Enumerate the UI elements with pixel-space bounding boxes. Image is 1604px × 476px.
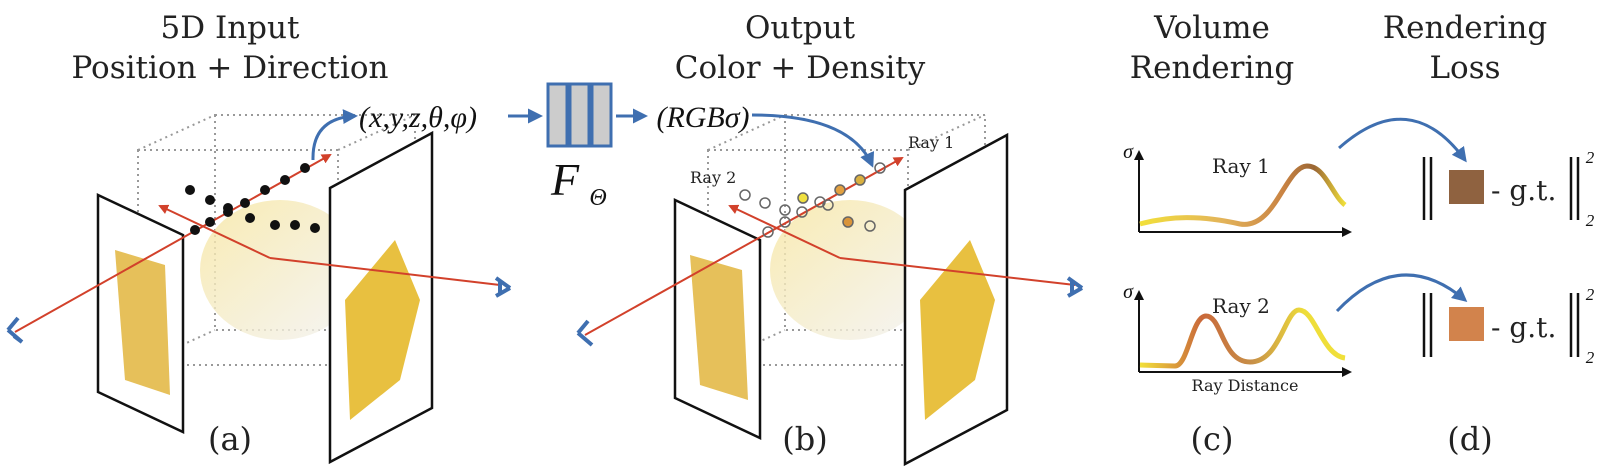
ray-2 [839,257,1076,286]
title-c-line2: Rendering [1130,50,1294,86]
rendered-color-swatch [1449,307,1484,341]
title-d-line2: Loss [1429,50,1500,86]
camera-eye-icon [6,316,24,344]
ray-2-label: Ray 2 [690,168,736,187]
output-to-sample-arrow [751,113,875,168]
rendered-color-swatch [1449,170,1484,204]
render-arrow-ray1 [1338,117,1467,163]
network-input: (x,y,z,θ,φ) [359,101,477,134]
title-c-line1: Volume [1153,10,1270,46]
panel-label-d: (d) [1447,420,1492,458]
y-axis-label: σ [1123,141,1134,163]
panel-a-scene [6,109,512,465]
title-a-line1: 5D Input [161,10,300,46]
loss-subscript: 2 [1586,211,1595,230]
x-axis-label: Ray Distance [1192,376,1299,395]
loss-superscript: 2 [1586,148,1595,167]
density-curve [1139,307,1346,369]
ray-2-arrow [728,204,841,259]
image-plane-left-content [115,250,170,395]
density-chart-ray1: σ Ray 1 [1123,141,1352,237]
panel-b-scene: Ray 1 Ray 2 [576,113,1084,467]
ray-2-arrow [158,204,271,259]
ray-1-label: Ray 1 [908,133,954,152]
chart-title: Ray 1 [1212,154,1270,178]
loss-term: - g.t. [1491,174,1556,207]
bulldozer-scene [200,200,360,340]
network-name: F [550,154,580,205]
loss-superscript: 2 [1586,285,1595,304]
render-arrow-ray2 [1335,273,1468,313]
panel-label-c: (c) [1191,420,1234,458]
loss-term: - g.t. [1491,311,1556,344]
title-b-line1: Output [745,10,856,46]
network-block [546,82,613,148]
ray-1 [14,154,332,333]
ray-2 [269,257,501,286]
panel-label-b: (b) [782,420,827,458]
image-plane-right-content [920,240,995,420]
title-d-line1: Rendering [1383,10,1547,46]
loss-subscript: 2 [1586,348,1595,367]
loss-ray2: - g.t. 2 2 [1422,285,1595,367]
camera-eye-icon [1066,276,1084,298]
bulldozer-scene [770,200,930,340]
chart-title: Ray 2 [1212,294,1270,318]
sample-to-input-arrow [311,109,358,161]
sample-points [185,163,320,235]
title-a-line2: Position + Direction [71,50,388,86]
panel-label-a: (a) [208,420,252,458]
ray-1 [584,157,904,336]
network-subscript: Θ [589,185,606,211]
sample-points [739,162,886,238]
density-curve [1139,163,1347,227]
camera-eye-icon [576,319,594,347]
image-plane-right-content [345,240,420,420]
title-b-line2: Color + Density [675,50,926,86]
loss-ray1: - g.t. 2 2 [1422,148,1595,230]
image-plane-left-content [690,255,748,400]
density-chart-ray2: σ Ray 2 Ray Distance [1123,281,1352,395]
y-axis-label: σ [1123,281,1134,303]
camera-eye-icon [494,276,512,298]
network-output: (RGBσ) [656,101,749,134]
